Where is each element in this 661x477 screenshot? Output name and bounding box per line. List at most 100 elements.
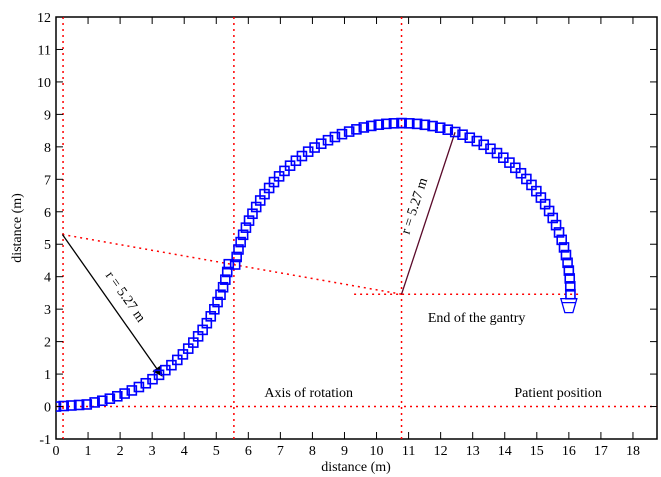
x-tick-label: 15	[530, 444, 544, 459]
plot-frame	[55, 16, 658, 440]
radius-line	[400, 132, 456, 295]
trajectory-marker	[96, 395, 108, 407]
trajectory-marker	[564, 281, 576, 292]
trajectory-marker	[562, 257, 573, 269]
trajectory-marker	[471, 135, 483, 147]
annotation-label: Patient position	[514, 386, 602, 401]
trajectory-marker	[351, 124, 362, 135]
x-tick-label: 3	[149, 444, 156, 459]
trajectory-marker	[358, 122, 370, 133]
gantry-end-cap	[559, 298, 578, 314]
trajectory-marker	[73, 399, 85, 411]
y-tick-label: -1	[39, 433, 51, 448]
x-tick-label: 12	[434, 444, 448, 459]
trajectory-marker	[396, 117, 407, 129]
y-tick-label: 1	[44, 368, 51, 383]
trajectory-marker	[404, 118, 415, 129]
trajectory-marker	[119, 388, 130, 399]
trajectory-marker	[237, 229, 249, 241]
trajectory-marker	[550, 219, 562, 231]
y-tick-label: 8	[44, 141, 51, 156]
annotation-label: Axis of rotation	[264, 386, 353, 401]
annotations: Axis of rotation Patient position End of t…	[264, 311, 602, 401]
radius-label: r = 5.27 m	[102, 269, 148, 326]
trajectory-marker	[564, 273, 576, 284]
x-axis-title: distance (m)	[321, 460, 391, 475]
trajectory-marker	[209, 303, 220, 315]
y-axis-title: distance (m)	[10, 193, 25, 263]
x-tick-label: 17	[594, 444, 608, 459]
trajectory-marker	[336, 128, 348, 140]
trajectory-marker	[81, 399, 93, 410]
y-tick-label: 0	[44, 401, 51, 416]
trajectory-marker	[373, 119, 385, 131]
trajectory-marker	[322, 134, 334, 146]
trajectory-marker	[171, 354, 183, 366]
x-tick-label: 6	[245, 444, 252, 459]
y-tick-label: 7	[44, 173, 51, 188]
x-tick-label: 8	[309, 444, 316, 459]
guide-lines	[56, 17, 657, 439]
trajectory-markers	[56, 117, 576, 412]
trajectory-marker	[177, 349, 189, 360]
y-tick-label: 2	[44, 336, 51, 351]
trajectory-marker	[329, 131, 341, 143]
x-tick-label: 1	[85, 444, 92, 459]
x-tick-label: 11	[402, 444, 415, 459]
trajectory-marker	[233, 244, 244, 255]
x-tick-label: 7	[277, 444, 284, 459]
trajectory-marker	[381, 118, 392, 130]
annotation-label: End of the gantry	[428, 311, 526, 326]
radius-label: r = 5.27 m	[399, 176, 432, 236]
y-tick-label: 5	[44, 238, 51, 253]
y-tick-label: 6	[44, 206, 51, 221]
trajectory-marker	[419, 119, 431, 131]
x-tick-label: 13	[466, 444, 480, 459]
y-tick-label: 4	[44, 271, 51, 286]
trajectory-marker	[515, 167, 527, 179]
trajectory-marker	[464, 132, 476, 144]
trajectory-marker	[449, 126, 461, 138]
trajectory-marker	[560, 249, 572, 261]
radius-line	[61, 234, 163, 377]
trajectory-marker	[558, 242, 570, 253]
trajectory-marker	[442, 124, 454, 135]
y-tick-label: 12	[37, 11, 51, 26]
trajectory-marker	[111, 390, 123, 402]
trajectory-marker	[315, 138, 327, 150]
trajectory-marker	[205, 311, 217, 322]
y-tick-label: 3	[44, 303, 51, 318]
trajectory-marker	[434, 122, 446, 133]
y-tick-label: 11	[38, 43, 51, 58]
y-tick-label: 9	[44, 108, 51, 123]
trajectory-marker	[104, 393, 116, 404]
trajectory-marker	[212, 296, 223, 308]
x-tick-label: 16	[562, 444, 576, 459]
trajectory-marker	[273, 171, 285, 182]
trajectory-marker	[217, 281, 229, 293]
trajectory-marker	[126, 385, 138, 396]
y-tick-label: 10	[37, 76, 51, 91]
trajectory-marker	[58, 400, 69, 412]
trajectory-marker	[243, 215, 255, 226]
trajectory-marker	[229, 259, 241, 270]
trajectory-marker	[543, 205, 555, 217]
trajectory-marker	[220, 274, 231, 285]
trajectory-marker	[547, 212, 559, 224]
x-tick-label: 10	[370, 444, 384, 459]
x-tick-label: 2	[117, 444, 124, 459]
trajectory-marker	[411, 118, 423, 130]
trajectory-marker	[215, 289, 226, 301]
trajectory-marker	[221, 266, 233, 278]
trajectory-marker	[556, 234, 567, 246]
x-tick-label: 18	[626, 444, 640, 459]
trajectory-marker	[553, 227, 565, 238]
radius-lines: r = 5.27 m r = 5.27 m	[61, 132, 456, 377]
trajectory-marker	[343, 126, 355, 137]
trajectory-marker	[388, 118, 400, 129]
trajectory-marker	[89, 397, 100, 408]
trajectory-marker	[240, 222, 252, 233]
x-tick-label: 14	[498, 444, 512, 459]
